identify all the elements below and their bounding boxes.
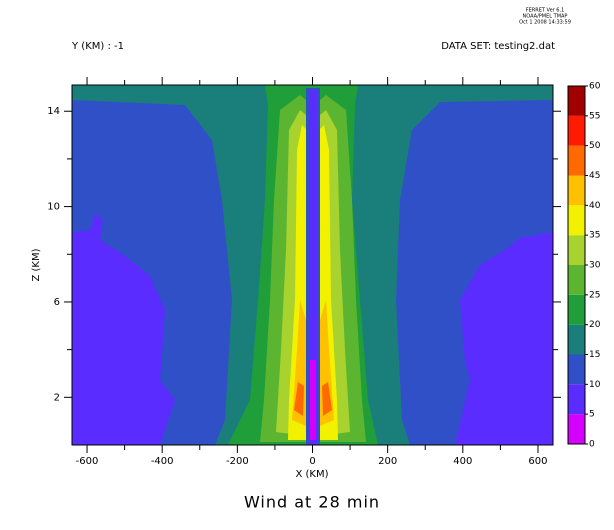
contour-region xyxy=(309,90,317,445)
colorbar-swatch xyxy=(568,265,585,295)
subtitle-right: DATA SET: testing2.dat xyxy=(441,41,555,52)
colorbar-label: 15 xyxy=(589,350,600,360)
contour-region xyxy=(310,360,316,440)
y-axis-label: Z (KM) xyxy=(31,248,42,281)
contour-region xyxy=(294,382,304,416)
colorbar-label: 30 xyxy=(589,261,601,271)
colorbar-label: 10 xyxy=(589,380,601,390)
colorbar-swatch xyxy=(568,324,585,355)
colorbar-swatch xyxy=(568,175,585,206)
colorbar-swatch xyxy=(568,145,585,176)
y-tick-label: 10 xyxy=(47,202,60,213)
colorbar-label: 55 xyxy=(589,111,600,121)
colorbar-swatch xyxy=(568,414,585,444)
colorbar-label: 0 xyxy=(589,440,595,450)
header-line: Oct 1 2008 14:33:59 xyxy=(519,20,571,26)
colorbar-label: 60 xyxy=(589,82,601,92)
colorbar-swatch xyxy=(568,294,585,325)
colorbar-swatch xyxy=(568,354,585,385)
colorbar-swatch xyxy=(568,205,585,236)
y-tick-label: 2 xyxy=(54,392,60,403)
colorbar-label: 45 xyxy=(589,171,600,181)
colorbar-swatch xyxy=(568,384,585,415)
colorbar-label: 5 xyxy=(589,410,595,420)
x-axis-label: X (KM) xyxy=(295,469,328,480)
colorbar-swatch xyxy=(568,115,585,146)
header-line: NOAA/PMEL TMAP xyxy=(523,14,568,20)
colorbar-swatch xyxy=(568,235,585,265)
contour-region xyxy=(72,214,175,445)
colorbar-swatch xyxy=(568,86,585,116)
colorbar-label: 35 xyxy=(589,231,600,241)
x-tick-label: 400 xyxy=(453,456,472,467)
contour-region xyxy=(322,382,332,416)
subtitle-left: Y (KM) : -1 xyxy=(71,41,124,52)
x-tick-label: 0 xyxy=(309,456,315,467)
x-tick-label: -200 xyxy=(226,456,249,467)
header-line: FERRET Ver 6.1 xyxy=(526,8,565,14)
colorbar-label: 20 xyxy=(589,320,601,330)
y-tick-label: 6 xyxy=(54,297,60,308)
y-tick-label: 14 xyxy=(47,106,60,117)
colorbar-label: 40 xyxy=(589,201,601,211)
colorbar-label: 25 xyxy=(589,290,600,300)
x-tick-label: -400 xyxy=(151,456,174,467)
colorbar-label: 50 xyxy=(589,141,601,151)
x-tick-label: 200 xyxy=(378,456,397,467)
x-tick-label: 600 xyxy=(528,456,547,467)
contour-region xyxy=(455,232,553,445)
x-tick-label: -600 xyxy=(76,456,99,467)
chart-title: Wind at 28 min xyxy=(244,493,380,512)
